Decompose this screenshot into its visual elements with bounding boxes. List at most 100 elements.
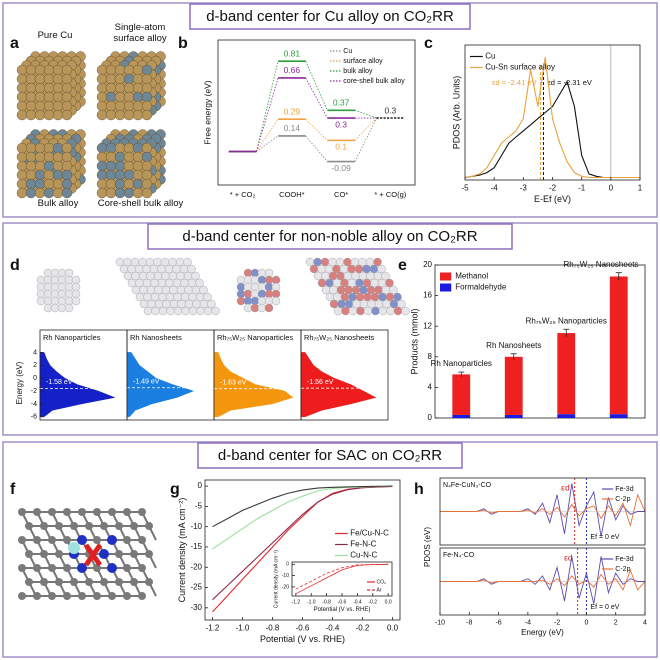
- atom: [138, 271, 148, 281]
- atom: [366, 285, 376, 295]
- x-tick-label: -5: [461, 184, 469, 193]
- atom: [114, 178, 126, 190]
- y-axis-label: Current density (mA cm⁻²): [273, 550, 279, 609]
- atom: [354, 264, 364, 274]
- panel-title: Rh Nanosheets: [130, 333, 182, 342]
- atom: [123, 142, 135, 154]
- atom: [145, 550, 153, 558]
- atom: [25, 151, 37, 163]
- atom: [55, 522, 63, 530]
- atom: [114, 64, 126, 76]
- atom: [176, 271, 185, 281]
- atom: [257, 296, 267, 306]
- atom: [132, 64, 144, 76]
- atom: [107, 563, 117, 573]
- atom: [374, 285, 383, 295]
- atom: [16, 178, 28, 190]
- x-tick-label: -0.4: [353, 599, 362, 605]
- atom: [358, 271, 368, 281]
- atom: [131, 285, 141, 295]
- atom: [141, 109, 153, 121]
- atom: [123, 73, 135, 85]
- x-tick-label: -4: [525, 619, 531, 626]
- annotation: εd = -2.41 eV: [492, 78, 536, 87]
- atom: [93, 564, 101, 572]
- atom: [105, 82, 117, 94]
- atom: [33, 592, 41, 600]
- atom: [71, 275, 81, 285]
- atom: [393, 306, 403, 316]
- atom: [40, 550, 48, 558]
- atom: [358, 257, 367, 267]
- y-tick-label: 0: [198, 481, 203, 490]
- y-tick-label: -4: [31, 401, 37, 408]
- atom: [313, 271, 323, 281]
- atom: [52, 100, 64, 112]
- atom: [257, 268, 267, 278]
- legend-label: Ar: [377, 587, 382, 593]
- y-tick-label: 8: [428, 352, 433, 361]
- value-label: 0.3: [384, 105, 396, 115]
- x-tick-label: 1: [638, 184, 643, 193]
- atom: [350, 257, 360, 267]
- atom: [43, 187, 55, 199]
- atom: [130, 522, 138, 530]
- structure-label: Single-atom surface alloy: [113, 22, 167, 44]
- atom: [34, 64, 46, 76]
- atom: [34, 100, 46, 112]
- atom: [377, 278, 387, 288]
- atom: [250, 282, 260, 292]
- atom: [150, 292, 160, 302]
- value-label: 0.37: [333, 98, 350, 108]
- atom: [123, 592, 131, 600]
- atom: [397, 299, 406, 309]
- atom: [146, 271, 155, 281]
- x-tick-label: 2: [614, 619, 618, 626]
- atom: [264, 303, 274, 313]
- atom: [359, 285, 368, 295]
- atom: [142, 264, 151, 274]
- atom: [203, 292, 212, 302]
- atom: [115, 550, 123, 558]
- atom: [184, 299, 194, 309]
- atom: [257, 275, 267, 285]
- x-tick-label: -1.2: [292, 599, 301, 605]
- atom: [96, 151, 108, 163]
- y-tick-label: -10: [282, 573, 289, 579]
- atom: [61, 100, 73, 112]
- atom: [34, 151, 46, 163]
- line-series: [212, 485, 393, 601]
- y-tick-label: -15: [190, 542, 202, 551]
- atom: [187, 278, 197, 288]
- atom: [36, 289, 46, 299]
- atom: [362, 264, 371, 274]
- atom: [52, 178, 64, 190]
- x-tick-label: 0: [609, 184, 614, 193]
- legend-label: Cu: [485, 52, 495, 61]
- atom: [25, 187, 37, 199]
- atom: [132, 82, 144, 94]
- atom: [25, 73, 37, 85]
- atom: [169, 285, 178, 295]
- atom: [108, 592, 116, 600]
- atom: [100, 578, 108, 586]
- legend-label: Fe/Cu-N-C: [350, 529, 389, 538]
- atom: [43, 169, 55, 181]
- atom: [123, 109, 135, 121]
- x-tick-label: -2: [554, 619, 560, 626]
- atom: [16, 73, 28, 85]
- atom: [180, 292, 190, 302]
- fermi-label: Ef = 0 eV: [590, 534, 619, 541]
- atom: [96, 73, 108, 85]
- atom: [48, 592, 56, 600]
- atom: [264, 289, 274, 299]
- d-center-label: εd: [564, 552, 573, 562]
- x-tick-label: -1: [578, 184, 586, 193]
- plot-frame: [439, 547, 646, 616]
- atom: [130, 257, 140, 267]
- atom: [169, 299, 179, 309]
- atom: [70, 522, 78, 530]
- panel-letter: f: [10, 481, 16, 498]
- atom: [343, 271, 353, 281]
- atom: [34, 109, 46, 121]
